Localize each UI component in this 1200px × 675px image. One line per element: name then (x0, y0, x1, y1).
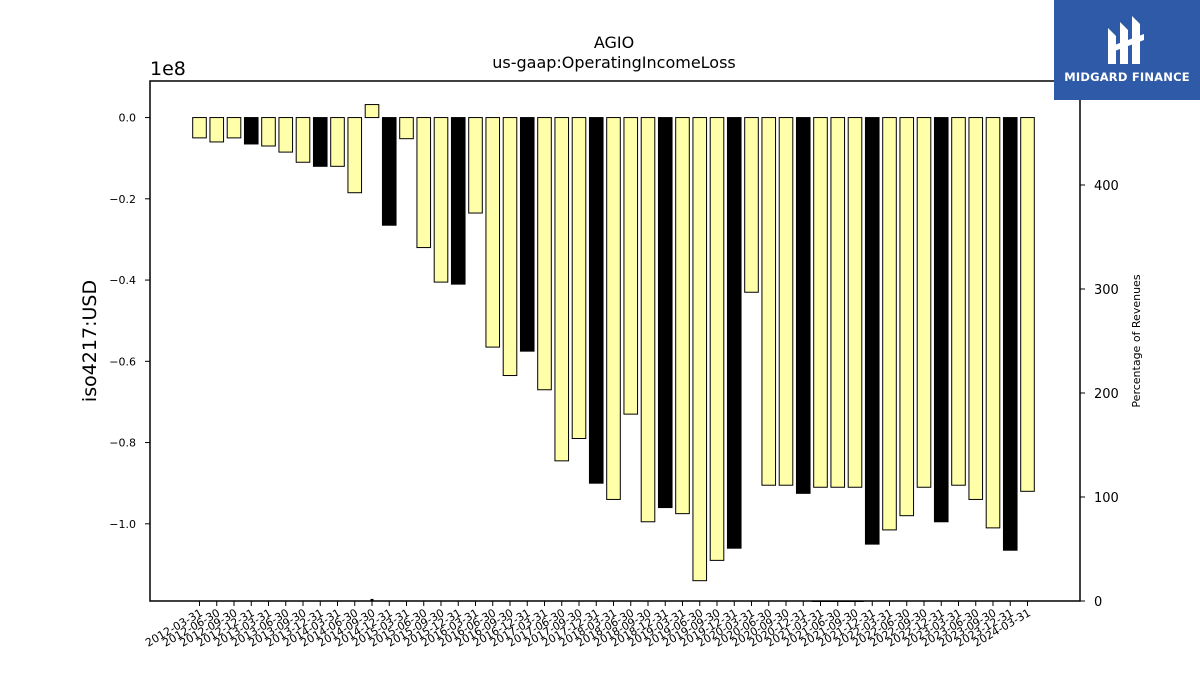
bar (330, 117, 345, 167)
bar (399, 117, 414, 140)
y-tick-label: −0.8 (109, 437, 136, 450)
bar (606, 117, 621, 500)
bar (985, 117, 1001, 529)
bar (347, 117, 363, 194)
y-tick-label: −0.6 (109, 355, 136, 368)
bar (813, 117, 828, 488)
bar (485, 117, 501, 348)
bar (416, 117, 432, 249)
bar (795, 117, 811, 494)
bar (623, 117, 639, 415)
bar (744, 117, 759, 293)
bar (381, 117, 397, 226)
bar (916, 117, 932, 488)
bar (243, 117, 259, 145)
bar (675, 117, 690, 515)
y2-tick-label: 200 (1094, 387, 1119, 402)
midgard-logo-icon (1108, 16, 1144, 64)
bar (864, 117, 880, 545)
bar (278, 117, 294, 153)
bar (882, 117, 897, 531)
y2-tick-label: 100 (1094, 491, 1119, 506)
chart-subtitle: us-gaap:OperatingIncomeLoss (492, 53, 736, 72)
bar (554, 117, 570, 462)
y-tick-label: 0.0 (119, 112, 137, 125)
y-tick-label: −1.0 (109, 518, 136, 531)
bar (571, 117, 587, 439)
bar (640, 117, 656, 523)
bar (1020, 117, 1035, 492)
y-tick-label: −0.2 (109, 193, 136, 206)
bar (588, 117, 604, 484)
y-axis-label: iso4217:USD (79, 280, 101, 402)
y2-tick-label: 300 (1094, 283, 1119, 298)
pct-revenue-bar (370, 598, 374, 601)
plot-frame (149, 80, 1081, 602)
bar (519, 117, 535, 352)
bar (312, 117, 328, 167)
bar (209, 117, 225, 143)
bar (951, 117, 966, 486)
y2-tick-label: 400 (1094, 179, 1119, 194)
midgard-finance-logo: MIDGARD FINANCE (1054, 0, 1200, 100)
bar (295, 117, 311, 163)
bar (692, 117, 708, 582)
bar (226, 117, 242, 139)
bar (433, 117, 449, 283)
bar (899, 117, 915, 517)
bar (847, 117, 863, 488)
bar (968, 117, 984, 500)
bar (450, 117, 466, 285)
y2-tick-label: 0 (1094, 595, 1102, 610)
bar (1002, 117, 1018, 551)
bar (933, 117, 949, 523)
y-offset-label: 1e8 (150, 58, 186, 80)
y-tick-label: −0.4 (109, 274, 136, 287)
bar (726, 117, 742, 549)
chart-title: AGIO (594, 33, 634, 52)
bar (761, 117, 777, 486)
bar (261, 117, 276, 147)
bar (502, 117, 518, 377)
bar (537, 117, 552, 391)
bar (468, 117, 483, 214)
bar (364, 104, 380, 119)
bar (709, 117, 725, 561)
bar (657, 117, 673, 509)
bar (192, 117, 207, 139)
logo-text: MIDGARD FINANCE (1064, 70, 1190, 84)
y2-axis-label: Percentage of Revenues (1130, 274, 1143, 407)
bar (830, 117, 846, 488)
bar (778, 117, 794, 486)
plot-area: 0.0−0.2−0.4−0.6−0.8−1.001002003004005002… (109, 75, 1119, 650)
